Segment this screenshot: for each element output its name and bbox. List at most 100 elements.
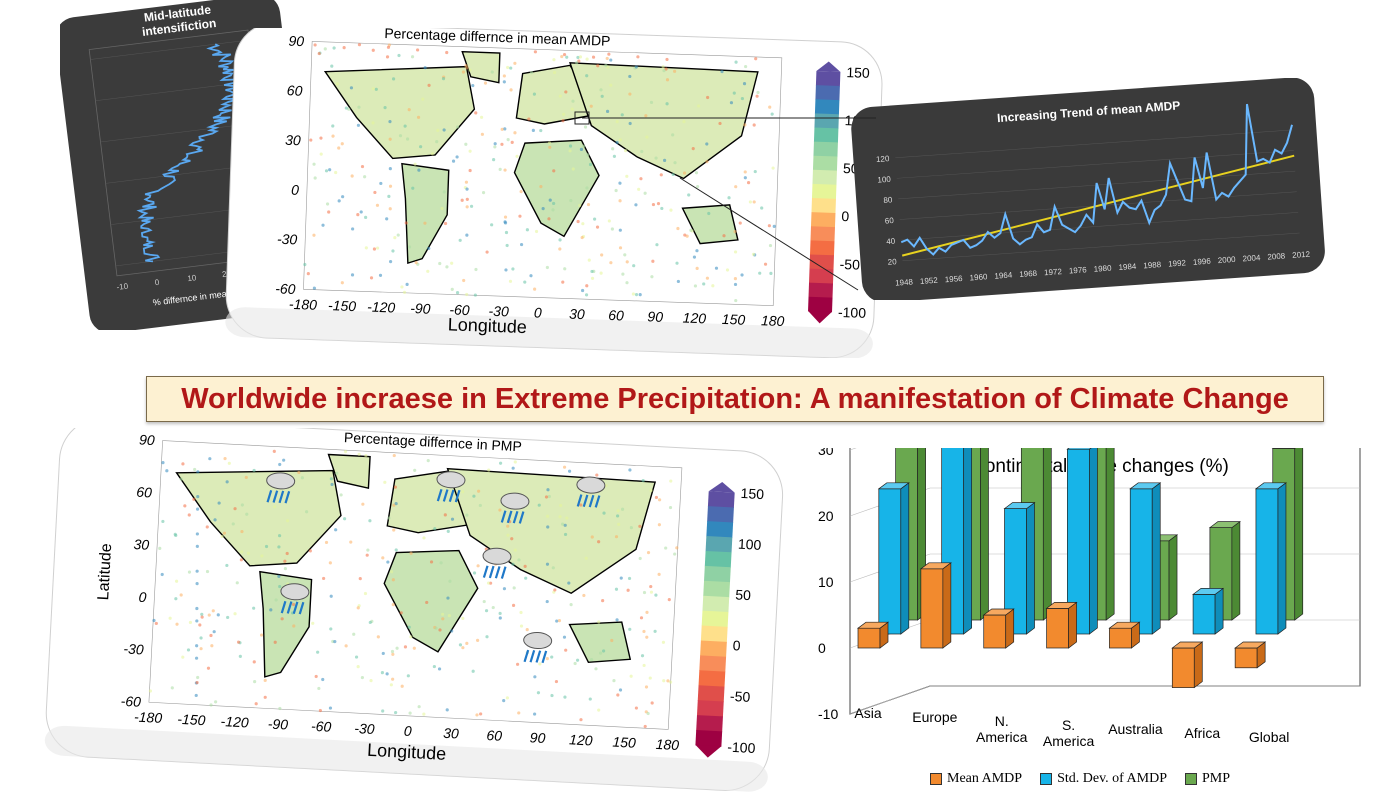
legend-swatch-mean-amdp bbox=[930, 773, 942, 785]
map-y-tick-label: 0 bbox=[138, 589, 147, 605]
bar-mean-amdp-front bbox=[1235, 648, 1257, 668]
bar-chart-category-label: America bbox=[1043, 733, 1095, 749]
colorbar-segment bbox=[695, 730, 722, 747]
legend-label-mean-amdp: Mean AMDP bbox=[947, 771, 1022, 787]
bar-chart-category-label: Africa bbox=[1184, 725, 1220, 741]
map-x-tick-label: -120 bbox=[220, 713, 249, 730]
map-x-tick-label: 90 bbox=[529, 729, 546, 746]
map-x-tick-label: 180 bbox=[655, 736, 679, 753]
bar-side bbox=[1006, 609, 1014, 648]
bar-chart-category-label: N. bbox=[995, 713, 1009, 729]
colorbar-tick-label: 50 bbox=[735, 586, 752, 603]
bar-chart-y-tick-label: 30 bbox=[818, 448, 834, 458]
legend-swatch-std-amdp bbox=[1040, 773, 1052, 785]
bar-mean-amdp-front bbox=[1109, 628, 1131, 648]
bar-side bbox=[980, 448, 988, 620]
legend-swatch-pmp bbox=[1185, 773, 1197, 785]
colorbar-segment bbox=[702, 596, 729, 613]
continental-bar-panel: Continental scale changes (%) 403020100-… bbox=[790, 448, 1370, 760]
colorbar-tick-label: 100 bbox=[738, 536, 762, 553]
connector-lines bbox=[0, 0, 1400, 340]
bar-side bbox=[964, 448, 972, 634]
colorbar-tick-label: -100 bbox=[727, 739, 756, 756]
map-x-tick-label: 0 bbox=[403, 723, 412, 739]
bar-chart-legend: Mean AMDP Std. Dev. of AMDP PMP bbox=[930, 771, 1230, 787]
bar-chart-bars bbox=[858, 448, 1303, 688]
colorbar-segment bbox=[706, 521, 733, 538]
bottom-map-y-label: Latitude bbox=[95, 543, 115, 601]
headline-text: Worldwide incraese in Extreme Precipitat… bbox=[181, 383, 1289, 416]
bottom-map-x-label: Longitude bbox=[367, 740, 447, 764]
map-x-tick-label: 60 bbox=[486, 727, 503, 744]
bar-chart-y-tick-label: 10 bbox=[818, 574, 834, 590]
colorbar-segment bbox=[704, 566, 731, 583]
bar-mean-amdp-front bbox=[921, 569, 943, 648]
map-y-tick-label: -30 bbox=[123, 640, 144, 657]
colorbar-segment bbox=[697, 700, 724, 717]
bar-side bbox=[1027, 503, 1035, 634]
bar-chart-y-tick-label: -10 bbox=[818, 706, 838, 722]
map-x-tick-label: -180 bbox=[134, 709, 163, 726]
colorbar-segment bbox=[699, 670, 726, 687]
bar-chart-category-label: Asia bbox=[854, 705, 881, 721]
map-x-tick-label: -30 bbox=[354, 720, 375, 737]
map-y-tick-label: 90 bbox=[139, 431, 156, 448]
bar-side bbox=[1043, 448, 1051, 620]
colorbar-segment bbox=[703, 581, 730, 598]
bar-chart-category-label: Global bbox=[1249, 729, 1289, 745]
bar-side bbox=[901, 483, 909, 634]
colorbar-segment bbox=[708, 491, 735, 508]
bar-side bbox=[1106, 448, 1114, 620]
colorbar-tick-label: 150 bbox=[740, 485, 764, 502]
bar-mean-amdp-front bbox=[858, 628, 880, 648]
map-x-tick-label: -150 bbox=[177, 711, 206, 728]
bar-std-dev-of-amdp-front bbox=[1256, 489, 1278, 634]
bar-std-dev-of-amdp-front bbox=[1130, 489, 1152, 634]
colorbar-tick-label: 0 bbox=[732, 637, 741, 653]
bar-side bbox=[943, 563, 951, 648]
legend-label-std-amdp: Std. Dev. of AMDP bbox=[1057, 771, 1167, 787]
colorbar-segment bbox=[700, 640, 727, 657]
connector-line-bottom bbox=[680, 178, 858, 290]
map-y-tick-label: 30 bbox=[133, 536, 150, 553]
bar-mean-amdp-front bbox=[1172, 648, 1194, 688]
bar-chart-y-tick-label: 20 bbox=[818, 508, 834, 524]
bar-side bbox=[1215, 588, 1223, 634]
headline-banner: Worldwide incraese in Extreme Precipitat… bbox=[146, 376, 1324, 422]
bar-mean-amdp-front bbox=[984, 615, 1006, 648]
map-x-tick-label: -60 bbox=[311, 718, 332, 735]
bar-chart-category-label: S. bbox=[1062, 717, 1075, 733]
bottom-map-figure: Percentage differnce in PMP 9060300-30-6… bbox=[44, 428, 784, 796]
bar-side bbox=[1169, 535, 1177, 620]
bar-mean-amdp-front bbox=[1047, 608, 1069, 648]
map-y-tick-label: 60 bbox=[136, 484, 153, 501]
colorbar-segment bbox=[702, 611, 729, 628]
colorbar-segment bbox=[705, 551, 732, 568]
colorbar-segment bbox=[696, 715, 723, 732]
bar-chart-category-label: America bbox=[976, 729, 1028, 745]
continental-bar-chart: Continental scale changes (%) 403020100-… bbox=[790, 448, 1370, 760]
bar-side bbox=[1089, 448, 1097, 634]
bar-side bbox=[1194, 642, 1202, 688]
bar-side bbox=[1232, 522, 1240, 620]
map-y-tick-label: -60 bbox=[120, 693, 141, 710]
bar-chart-y-tick-label: 0 bbox=[818, 640, 826, 656]
map-x-tick-label: 30 bbox=[443, 725, 460, 742]
colorbar-segment bbox=[698, 685, 725, 702]
map-x-tick-label: 150 bbox=[612, 734, 636, 751]
legend-item-pmp: PMP bbox=[1185, 771, 1230, 787]
bar-chart-category-label: Australia bbox=[1108, 721, 1163, 737]
colorbar-segment bbox=[701, 626, 728, 643]
legend-item-mean-amdp: Mean AMDP bbox=[930, 771, 1022, 787]
map-x-tick-label: 120 bbox=[569, 731, 593, 748]
legend-item-std-amdp: Std. Dev. of AMDP bbox=[1040, 771, 1167, 787]
bar-chart-y-ticks: 403020100-10 bbox=[818, 448, 838, 722]
bar-std-dev-of-amdp-front bbox=[879, 489, 901, 634]
bar-chart-category-label: Europe bbox=[912, 709, 957, 725]
bar-std-dev-of-amdp-front bbox=[1193, 594, 1215, 634]
legend-label-pmp: PMP bbox=[1202, 771, 1230, 787]
colorbar-segment bbox=[699, 655, 726, 672]
bar-side bbox=[1152, 483, 1160, 634]
bar-side bbox=[1278, 483, 1286, 634]
